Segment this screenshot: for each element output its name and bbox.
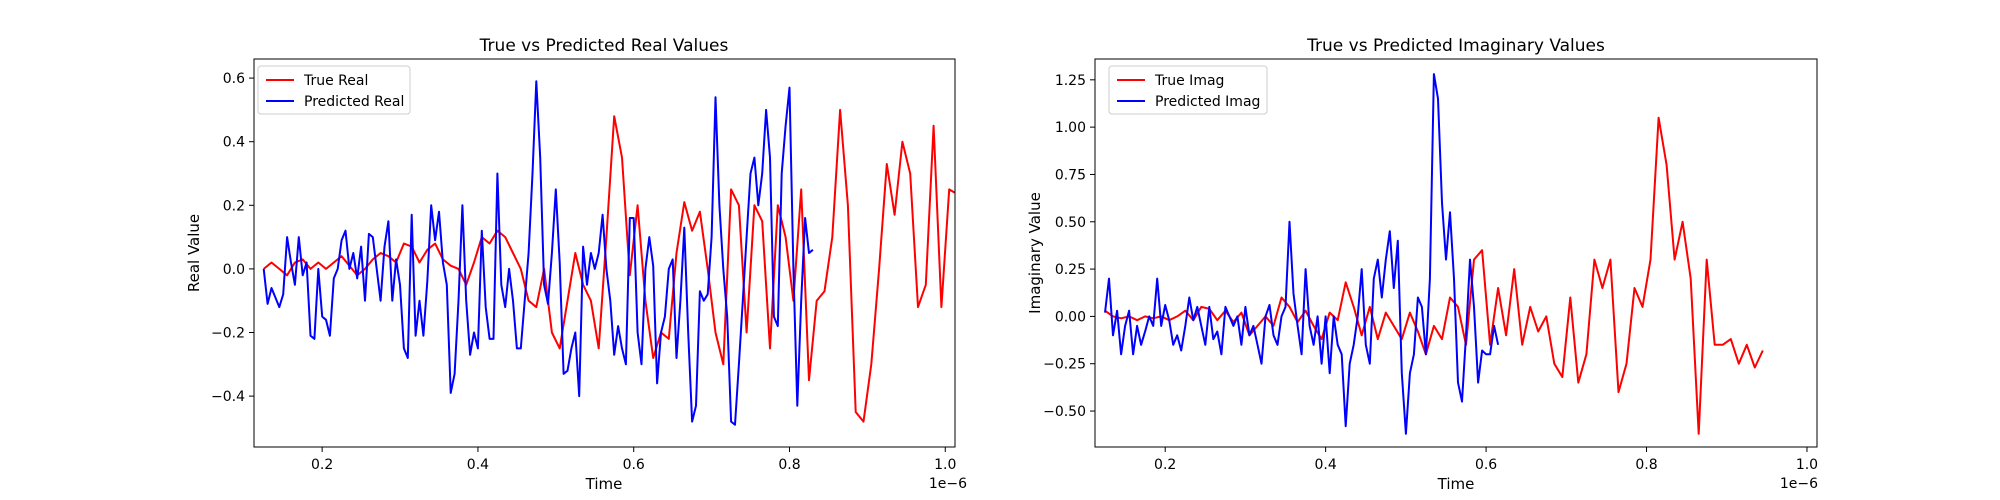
legend-box [257,65,411,115]
x-axis-label: Time [1437,475,1475,493]
plot-area: 0.2 0.4 0.6 0.8 1.0 −0.4 −0.2 0.0 0.2 0.4 0.6 [211,58,956,473]
right-chart: True vs Predicted Imaginary Values 0.2 0.… [1026,36,1818,493]
x-tick-label: 0.4 [467,457,489,473]
y-tick-label: −0.4 [211,389,245,405]
y-tick-label: 0.50 [1055,215,1086,231]
y-tick-label: 0.6 [223,71,245,87]
x-tick-label: 1.0 [1796,457,1818,473]
x-tick-label: 1.0 [934,457,956,473]
legend-label-true-imag: True Imag [1154,73,1224,89]
y-axis-label: Real Value [185,214,203,292]
axes-frame [1094,58,1818,448]
y-tick-label: 0.0 [223,262,245,278]
y-tick-label: −0.2 [211,326,245,342]
x-scale-label: 1e−6 [929,476,967,492]
left-chart: True vs Predicted Real Values 0.2 0.4 0.6 0… [185,36,967,493]
legend-label-predicted-real: Predicted Real [304,94,404,110]
series-line-true-imag [1104,116,1764,435]
y-tick-label: 0.2 [223,198,245,214]
y-tick-label: −0.25 [1043,357,1086,373]
y-tick-label: 0.75 [1055,167,1086,183]
y-tick-label: 0.00 [1055,309,1086,325]
x-tick-label: 0.6 [1475,457,1497,473]
x-tick-label: 0.6 [623,457,645,473]
x-tick-label: 0.8 [1635,457,1657,473]
chart-title: True vs Predicted Imaginary Values [1306,36,1605,56]
y-tick-label: 1.00 [1055,120,1086,136]
x-tick-label: 0.4 [1315,457,1337,473]
x-tick-label: 0.8 [778,457,800,473]
legend-label-predicted-imag: Predicted Imag [1155,94,1260,110]
series-line-true-real [263,108,956,423]
x-scale-label: 1e−6 [1780,476,1818,492]
y-axis-label: Imaginary Value [1026,192,1044,314]
x-tick-label: 0.2 [1154,457,1176,473]
legend-box [1108,65,1268,115]
x-tick-label: 0.2 [311,457,333,473]
legend-label-true-real: True Real [303,73,368,89]
series-line-predicted-imag [1104,73,1500,435]
legend: True Imag Predicted Imag [1108,65,1268,115]
axes-frame [253,58,956,448]
series-line-predicted-real [262,80,814,426]
legend: True Real Predicted Real [257,65,411,115]
y-tick-label: −0.50 [1043,404,1086,420]
y-tick-label: 0.4 [223,135,245,151]
y-tick-label: 0.25 [1055,262,1086,278]
x-axis-label: Time [585,475,623,493]
chart-title: True vs Predicted Real Values [479,36,729,56]
plot-area: 0.2 0.4 0.6 0.8 1.0 −0.50 −0.25 0.00 0.25 0.50 0.7… [1043,58,1818,473]
y-tick-label: 1.25 [1055,73,1086,89]
